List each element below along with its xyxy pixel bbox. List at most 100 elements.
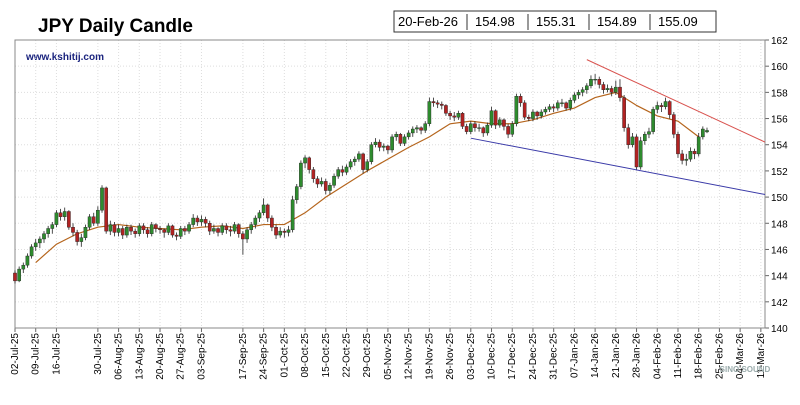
candle-body <box>427 101 432 124</box>
candle-body <box>104 187 108 232</box>
candle-body <box>431 101 436 104</box>
y-tick-label: 144 <box>771 272 788 283</box>
candle-body <box>62 211 67 217</box>
candle-body <box>638 140 643 168</box>
candle-body <box>564 102 568 109</box>
trendline <box>586 59 766 143</box>
candle-body <box>303 157 307 164</box>
candle-body <box>216 228 220 233</box>
x-tick-label: 20-Aug-25 <box>155 333 166 380</box>
candle-body <box>352 158 357 162</box>
plot-frame <box>14 39 766 329</box>
x-tick-label: 13-Aug-25 <box>134 333 145 380</box>
candle-body <box>684 158 689 161</box>
y-tick-label: 150 <box>771 193 788 204</box>
candle-body <box>195 217 200 223</box>
info-value: 155.31 <box>536 14 576 29</box>
x-tick-label: 18-Feb-26 <box>694 333 705 380</box>
candle-body <box>323 181 328 191</box>
x-tick-label: 06-Aug-25 <box>114 333 125 380</box>
candle-body <box>116 228 121 233</box>
candle-body <box>120 228 125 236</box>
candle-body <box>456 113 461 118</box>
info-date: 20-Feb-26 <box>398 14 458 29</box>
candle-body <box>108 224 113 232</box>
candle-body <box>125 226 129 236</box>
candle-body <box>522 102 527 118</box>
candle-body <box>369 144 374 162</box>
y-tick-label: 160 <box>771 62 788 73</box>
candle-body <box>506 126 510 135</box>
candle-body <box>464 126 469 132</box>
candle-body <box>373 141 378 145</box>
candle-body <box>605 88 610 90</box>
y-tick-label: 140 <box>771 324 788 335</box>
candle-body <box>100 187 104 211</box>
candle-body <box>452 115 457 118</box>
x-tick-label: 04-Feb-26 <box>652 333 663 380</box>
candle-body <box>410 128 415 134</box>
x-tick-label: 12-Nov-25 <box>404 333 415 380</box>
candle-body <box>290 199 295 231</box>
x-tick-label: 29-Oct-25 <box>362 333 373 378</box>
candle-body <box>493 110 498 126</box>
candle-body <box>510 123 515 135</box>
candle-body <box>133 230 137 234</box>
candle-body <box>286 229 291 233</box>
candle-body <box>87 216 92 228</box>
y-tick-label: 142 <box>771 298 788 309</box>
candle-body <box>149 224 154 234</box>
y-tick-label: 148 <box>771 219 788 230</box>
candle-body <box>42 233 46 240</box>
candle-body <box>91 216 96 224</box>
x-tick-label: 24-Dec-25 <box>528 333 539 380</box>
candle-body <box>597 79 602 85</box>
x-tick-label: 04-Mar-26 <box>735 333 746 380</box>
x-tick-label: 08-Oct-25 <box>300 333 311 378</box>
watermark: SINO SOUND <box>720 365 771 374</box>
candle-body <box>58 212 63 217</box>
candle-body <box>245 229 249 240</box>
candle-body <box>568 100 573 109</box>
candle-body <box>696 136 701 155</box>
candle-body <box>377 141 382 148</box>
candle-body <box>278 230 282 236</box>
candle-body <box>676 134 680 155</box>
candle-body <box>187 224 191 232</box>
x-tick-label: 01-Oct-25 <box>279 333 290 378</box>
info-values: 20-Feb-26 154.98 155.31 154.89 155.09 <box>398 14 698 30</box>
candle-body <box>547 106 552 110</box>
candle-body <box>477 127 481 129</box>
candle-body <box>448 113 452 117</box>
candle-body <box>659 105 664 107</box>
y-tick-label: 152 <box>771 167 788 178</box>
candle-body <box>692 151 697 155</box>
candle-body <box>647 131 651 135</box>
candle-body <box>112 224 117 233</box>
candle-body <box>274 226 278 236</box>
candle-body <box>232 224 237 232</box>
candle-body <box>21 264 26 270</box>
candle-body <box>361 153 365 170</box>
candle-body <box>203 219 208 224</box>
candle-body <box>680 153 684 161</box>
candle-body <box>344 166 349 173</box>
candle-body <box>381 145 386 148</box>
candle-body <box>154 224 158 229</box>
candle-body <box>688 151 693 160</box>
candle-body <box>183 228 187 232</box>
candle-body <box>261 204 266 213</box>
candle-body <box>228 229 233 232</box>
candle-body <box>419 127 423 131</box>
candle-body <box>398 134 403 144</box>
candle-body <box>701 128 705 138</box>
candle-body <box>71 226 75 233</box>
candle-body <box>365 161 370 170</box>
candle-body <box>332 175 336 186</box>
candle-body <box>170 225 175 236</box>
candle-body <box>535 111 539 117</box>
candle-body <box>224 225 229 231</box>
candle-body <box>556 102 560 109</box>
candle-body <box>67 211 71 228</box>
candle-body <box>166 225 171 233</box>
